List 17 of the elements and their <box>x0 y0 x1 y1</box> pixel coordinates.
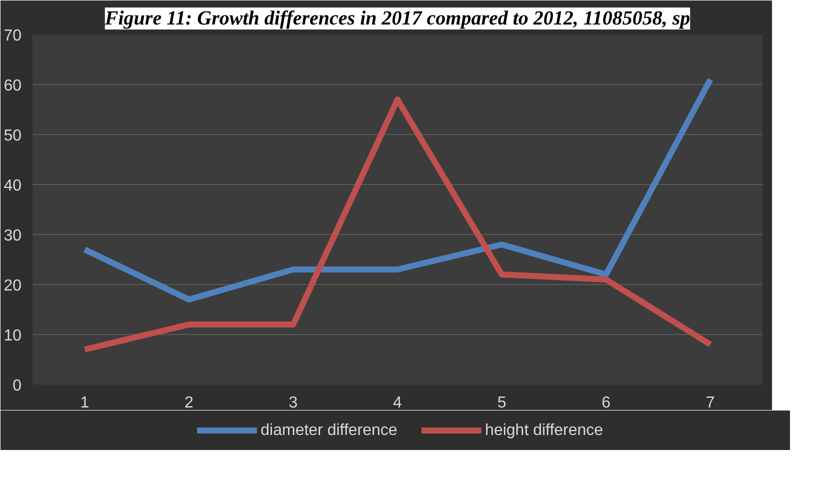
legend-label: diameter difference <box>260 422 398 439</box>
y-tick-label: 60 <box>4 78 22 94</box>
x-tick-label: 2 <box>184 394 194 412</box>
y-tick-label: 0 <box>12 378 22 394</box>
y-tick-label: 50 <box>4 128 22 144</box>
x-tick-label: 1 <box>80 394 90 412</box>
x-tick-label: 3 <box>288 394 298 412</box>
y-tick-label: 10 <box>4 328 22 344</box>
y-tick-label: 40 <box>4 178 22 194</box>
legend-label: height difference <box>485 422 604 439</box>
y-tick-label: 20 <box>4 278 22 294</box>
x-tick-label: 5 <box>497 394 506 412</box>
y-tick-label: 30 <box>4 228 22 244</box>
y-tick-label: 70 <box>4 28 22 44</box>
x-tick-label: 6 <box>602 394 611 412</box>
x-tick-label: 4 <box>393 394 402 412</box>
x-tick-label: 7 <box>706 394 715 412</box>
